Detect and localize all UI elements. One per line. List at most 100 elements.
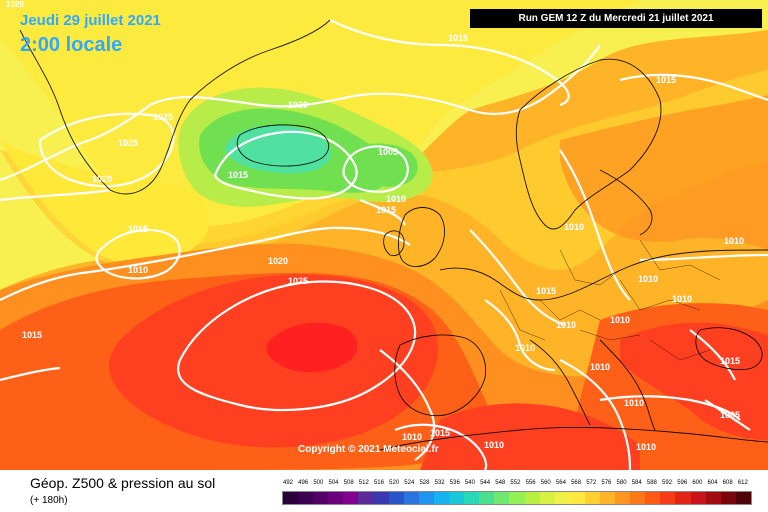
isobar-label: 1015	[128, 224, 149, 234]
isobar-label: 1025	[153, 112, 174, 122]
scale-swatch	[373, 492, 389, 504]
scale-value-label: 512	[358, 480, 369, 486]
scale-value-label: 524	[404, 480, 415, 486]
scale-value-label: 532	[434, 480, 445, 486]
coast-ireland	[383, 230, 405, 257]
scale-swatch	[479, 492, 495, 504]
zone-yellow-west	[0, 140, 210, 265]
scale-swatch	[358, 492, 374, 504]
isobar-label: 1020	[6, 0, 24, 9]
isobar-label: 1010	[386, 194, 407, 204]
isobar-label: 1010	[724, 236, 745, 246]
isobar-label: 1010	[590, 362, 611, 372]
scale-swatch	[599, 492, 616, 504]
scale-swatch	[464, 492, 480, 504]
isobar-1020-west	[0, 366, 61, 382]
isobar-1010-south	[599, 395, 741, 421]
isobar-1020-norway	[619, 73, 768, 102]
scale-value-label: 520	[389, 480, 400, 486]
scale-value-label: 544	[480, 480, 491, 486]
scale-swatch	[539, 492, 555, 504]
scale-swatch	[449, 492, 465, 504]
scale-value-label: 560	[540, 480, 551, 486]
scale-value-label: 548	[495, 480, 506, 486]
model-run-label: Run GEM 12 Z du Mercredi 21 juillet 2021	[470, 9, 762, 28]
isobar-label: 1015	[656, 75, 677, 85]
zone-red-med	[420, 403, 640, 470]
scale-swatch	[705, 492, 721, 504]
isobar-label: 1020	[288, 100, 309, 110]
forecast-time: 2:00 locale	[20, 34, 123, 56]
isobar-label: 1015	[536, 286, 557, 296]
isobar-1015-low	[213, 130, 358, 200]
isobar-1020-greenland	[0, 188, 111, 202]
scale-value-label: 500	[313, 480, 324, 486]
isobar-label: 1010	[636, 442, 657, 452]
coast-continent	[439, 249, 768, 301]
isobar-1025-high	[177, 280, 416, 412]
forecast-date: Jeudi 29 juillet 2021	[20, 12, 161, 29]
scale-swatch	[660, 492, 676, 504]
isobar-label: 1025	[288, 276, 309, 286]
scale-value-label: 588	[646, 480, 657, 486]
isobar-label: 1015	[376, 205, 397, 215]
isobar-1015-channel	[359, 198, 406, 226]
scale-swatch	[433, 492, 450, 504]
scale-value-label: 516	[373, 480, 384, 486]
scale-swatch	[569, 492, 585, 504]
isobar-1020-north	[0, 44, 601, 182]
scale-swatch	[283, 492, 299, 504]
color-scale-labels: 492 496 500 504 508 512 516 520 524 528 532 536 540 5…	[282, 480, 752, 490]
scale-value-label: 564	[555, 480, 566, 486]
scale-swatch	[554, 492, 570, 504]
scale-value-label: 596	[677, 480, 688, 486]
scale-swatch	[584, 492, 600, 504]
isobar-1015-north	[329, 19, 570, 107]
scale-value-label: 504	[328, 480, 339, 486]
isobar-1010-low	[342, 145, 409, 193]
zone-red	[108, 274, 439, 448]
isobar-label: 1020	[92, 174, 113, 184]
scale-value-label: 576	[601, 480, 612, 486]
isobar-label: 1005	[378, 147, 399, 157]
scale-swatch	[524, 492, 540, 504]
scale-swatch	[735, 492, 751, 504]
scale-swatch	[403, 492, 419, 504]
scale-swatch	[615, 492, 631, 504]
isobar-label: 1010	[638, 274, 659, 284]
scale-value-label: 592	[662, 480, 673, 486]
scale-value-label: 608	[722, 480, 733, 486]
isobar-1025-greenland	[38, 112, 175, 188]
zone-orange-east	[560, 95, 768, 250]
coast-baltic	[599, 169, 653, 236]
scale-value-label: 552	[510, 480, 521, 486]
scale-swatch	[720, 492, 736, 504]
isobar-1015-europe	[469, 229, 566, 327]
isobar-1020-azores	[0, 226, 411, 301]
scale-value-label: 580	[616, 480, 627, 486]
isobar-label: 1010	[624, 398, 645, 408]
scale-value-label: 556	[525, 480, 536, 486]
borders	[499, 239, 721, 361]
coast-iceland	[236, 124, 330, 167]
scale-swatch	[690, 492, 706, 504]
isobar-label: 1010	[402, 432, 423, 442]
scale-swatch	[494, 492, 510, 504]
scale-swatch	[675, 492, 691, 504]
isobar-label: 1010	[672, 294, 693, 304]
copyright-notice: Copyright © 2021 Meteociel.fr	[298, 444, 439, 455]
isobar-label: 1005	[720, 410, 741, 420]
color-scale	[282, 491, 752, 505]
isobar-label: 1025	[118, 138, 139, 148]
scale-swatch	[328, 492, 344, 504]
isobar-label: 1015	[228, 170, 249, 180]
isobar-label: 1010	[556, 320, 577, 330]
scale-value-label: 584	[631, 480, 642, 486]
isobar-label: 1020	[268, 256, 289, 266]
weather-map: Jeudi 29 juillet 2021 2:00 locale Run GE…	[0, 0, 768, 470]
scale-swatch	[388, 492, 404, 504]
isobar-label: 1015	[720, 356, 741, 366]
legend-subtitle: (+ 180h)	[30, 495, 68, 506]
scale-swatch	[298, 492, 314, 504]
isobar-1015-med	[394, 423, 488, 470]
